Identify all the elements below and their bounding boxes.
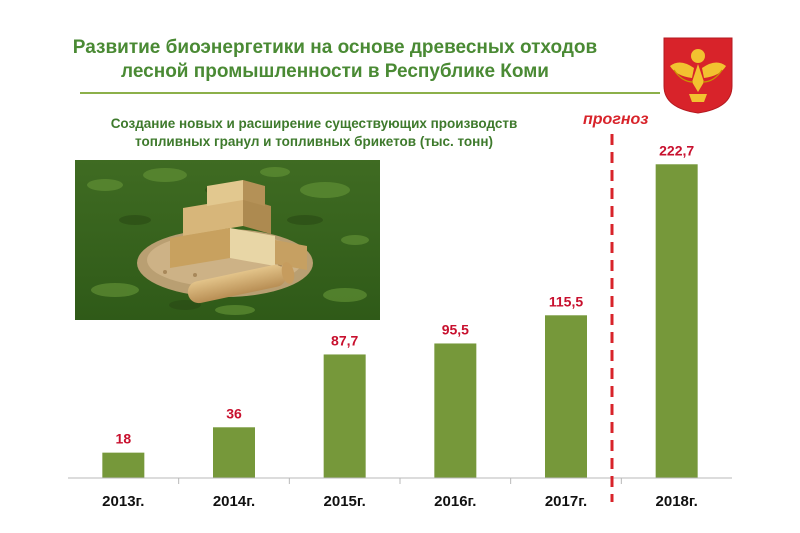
labels-layer: 18 36 87,7 95,5 115,5 222,7 — [116, 142, 695, 446]
page-title: Развитие биоэнергетики на основе древесн… — [40, 36, 630, 84]
value-label-0: 18 — [116, 431, 132, 447]
bars-layer — [102, 164, 698, 478]
chart-title-line-1: Создание новых и расширение существующих… — [110, 116, 518, 131]
x-tick-label-0: 2013г. — [102, 493, 144, 510]
komi-coat-of-arms-icon — [663, 37, 733, 114]
title-line-2: лесной промышленности в Республике Коми — [121, 61, 549, 82]
value-label-3: 95,5 — [442, 321, 469, 337]
bar-1 — [213, 427, 255, 478]
bar-5 — [655, 164, 698, 478]
forecast-label: прогноз — [583, 111, 649, 128]
x-ticks-layer: 2013г. 2014г. 2015г. 2016г. 2017г. 2018г. — [102, 478, 698, 510]
bar-2 — [323, 354, 366, 478]
bar-3 — [434, 343, 477, 478]
fuel-briquettes-photo — [75, 160, 380, 320]
x-tick-label-5: 2018г. — [656, 493, 698, 510]
chart-title-line-2: топливных гранул и топливных брикетов (т… — [135, 134, 493, 149]
title-underline — [80, 92, 660, 94]
x-tick-label-4: 2017г. — [545, 493, 587, 510]
value-label-5: 222,7 — [659, 142, 694, 158]
value-label-4: 115,5 — [549, 293, 583, 309]
bar-0 — [102, 452, 145, 478]
x-tick-label-2: 2015г. — [324, 493, 366, 510]
value-label-2: 87,7 — [331, 332, 358, 348]
title-line-1: Развитие биоэнергетики на основе древесн… — [72, 37, 598, 58]
bar-4 — [545, 315, 587, 478]
value-label-1: 36 — [226, 405, 242, 421]
chart-title: Создание новых и расширение существующих… — [60, 115, 568, 151]
x-tick-label-3: 2016г. — [434, 493, 476, 510]
x-tick-label-1: 2014г. — [213, 493, 255, 510]
